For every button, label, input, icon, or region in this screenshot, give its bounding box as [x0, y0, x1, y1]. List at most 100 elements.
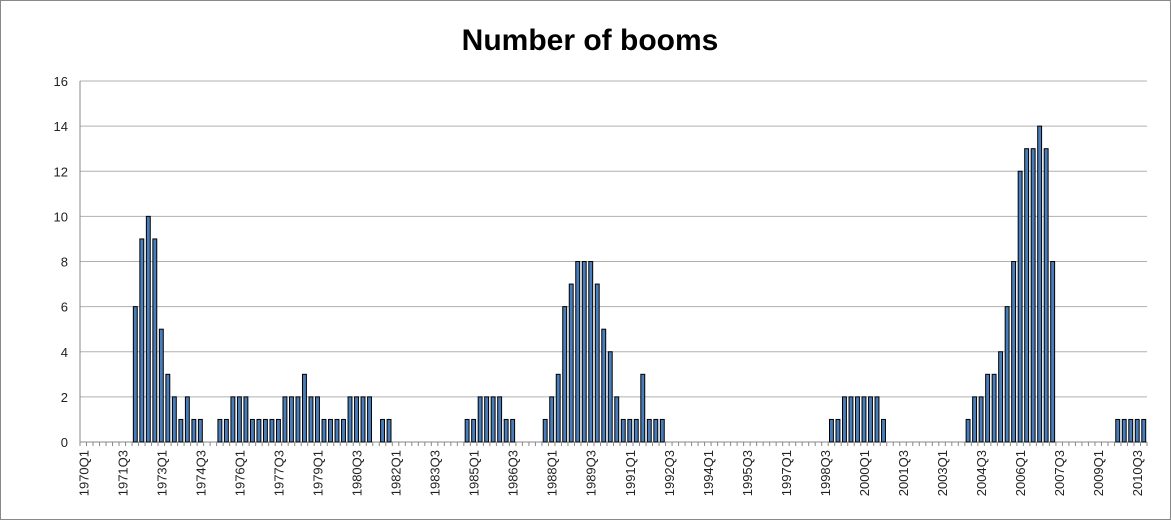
x-tick-label: 1991Q1	[623, 450, 638, 496]
x-tick-label: 1974Q3	[193, 450, 208, 496]
bar	[614, 396, 620, 443]
bar	[1115, 418, 1121, 443]
bar	[1030, 148, 1036, 443]
bar	[503, 418, 509, 443]
bar	[139, 238, 145, 443]
x-tick-label: 1997Q1	[779, 450, 794, 496]
bar	[243, 396, 249, 443]
bar	[217, 418, 223, 443]
bar	[386, 418, 392, 443]
bar	[972, 396, 978, 443]
x-tick-label: 1989Q3	[584, 450, 599, 496]
bar	[868, 396, 873, 443]
bar	[477, 396, 483, 443]
bar	[308, 396, 314, 443]
bar	[620, 418, 626, 443]
x-tick-label: 1992Q3	[662, 450, 677, 496]
bar	[1004, 306, 1010, 443]
bar	[1121, 418, 1127, 443]
x-tick-label: 1979Q1	[310, 450, 325, 496]
y-tick-label: 2	[61, 390, 68, 405]
bar	[223, 418, 229, 443]
y-tick-label: 4	[61, 345, 68, 360]
bar	[510, 418, 516, 443]
bar	[562, 306, 568, 443]
y-tick-label: 10	[54, 209, 68, 224]
bar	[991, 373, 997, 443]
bar	[484, 396, 490, 443]
x-tick-label: 1970Q1	[76, 450, 91, 496]
bar	[542, 418, 548, 443]
bar	[549, 396, 555, 443]
bar	[653, 418, 659, 443]
bar	[256, 418, 262, 443]
bar	[249, 418, 255, 443]
bar	[835, 418, 841, 443]
bar	[575, 261, 581, 443]
bar	[295, 396, 301, 443]
bar	[347, 396, 353, 443]
bar	[288, 396, 294, 443]
bar	[360, 396, 366, 443]
bar	[302, 373, 307, 443]
bar	[646, 418, 652, 443]
bar	[282, 396, 288, 443]
bar	[1024, 148, 1030, 443]
bar	[998, 351, 1004, 443]
bar	[633, 418, 639, 443]
bar	[1037, 125, 1043, 443]
x-tick-label: 2000Q1	[857, 450, 872, 496]
x-tick-label: 1986Q3	[506, 450, 521, 496]
bar	[497, 396, 503, 443]
x-tick-label: 2003Q1	[935, 450, 950, 496]
x-tick-label: 1976Q1	[232, 450, 247, 496]
x-tick-label: 1983Q3	[428, 450, 443, 496]
y-tick-label: 6	[61, 300, 68, 315]
bar	[471, 418, 477, 443]
bar	[581, 261, 587, 443]
bar	[152, 238, 158, 443]
bar	[334, 418, 340, 443]
bar	[321, 418, 327, 443]
bar	[588, 261, 594, 443]
y-tick-label: 12	[54, 164, 68, 179]
bar	[874, 396, 880, 443]
x-tick-label: 1985Q1	[467, 450, 482, 496]
bar	[171, 396, 177, 443]
chart-title: Number of booms	[462, 24, 719, 57]
bar	[367, 396, 372, 443]
bar	[607, 351, 613, 443]
bar	[555, 373, 561, 443]
bar	[1128, 418, 1134, 443]
bar	[191, 418, 197, 443]
bar	[829, 418, 834, 443]
x-tick-label: 1980Q3	[350, 450, 365, 496]
bar	[855, 396, 860, 443]
bar	[1141, 418, 1147, 443]
x-tick-label: 2010Q3	[1130, 450, 1145, 496]
bar	[1017, 170, 1023, 443]
bar	[1050, 261, 1056, 443]
x-tick-label: 1988Q1	[545, 450, 560, 496]
bar	[184, 396, 190, 443]
x-tick-label: 2007Q3	[1052, 450, 1067, 496]
bar	[881, 418, 886, 443]
bar	[158, 328, 164, 443]
bar	[341, 418, 346, 443]
bar	[659, 418, 665, 443]
bar	[275, 418, 281, 443]
x-tick-label: 2001Q3	[896, 450, 911, 496]
bar	[269, 418, 275, 443]
x-tick-label: 1973Q1	[154, 450, 169, 496]
bar	[262, 418, 268, 443]
y-tick-label: 14	[54, 119, 68, 134]
bar	[861, 396, 867, 443]
bar	[490, 396, 496, 443]
bar	[601, 328, 607, 443]
x-tick-label: 1977Q3	[271, 450, 286, 496]
bar	[236, 396, 242, 443]
x-tick-label: 2006Q1	[1013, 450, 1028, 496]
x-tick-label: 1971Q3	[115, 450, 130, 496]
bar	[568, 283, 574, 443]
